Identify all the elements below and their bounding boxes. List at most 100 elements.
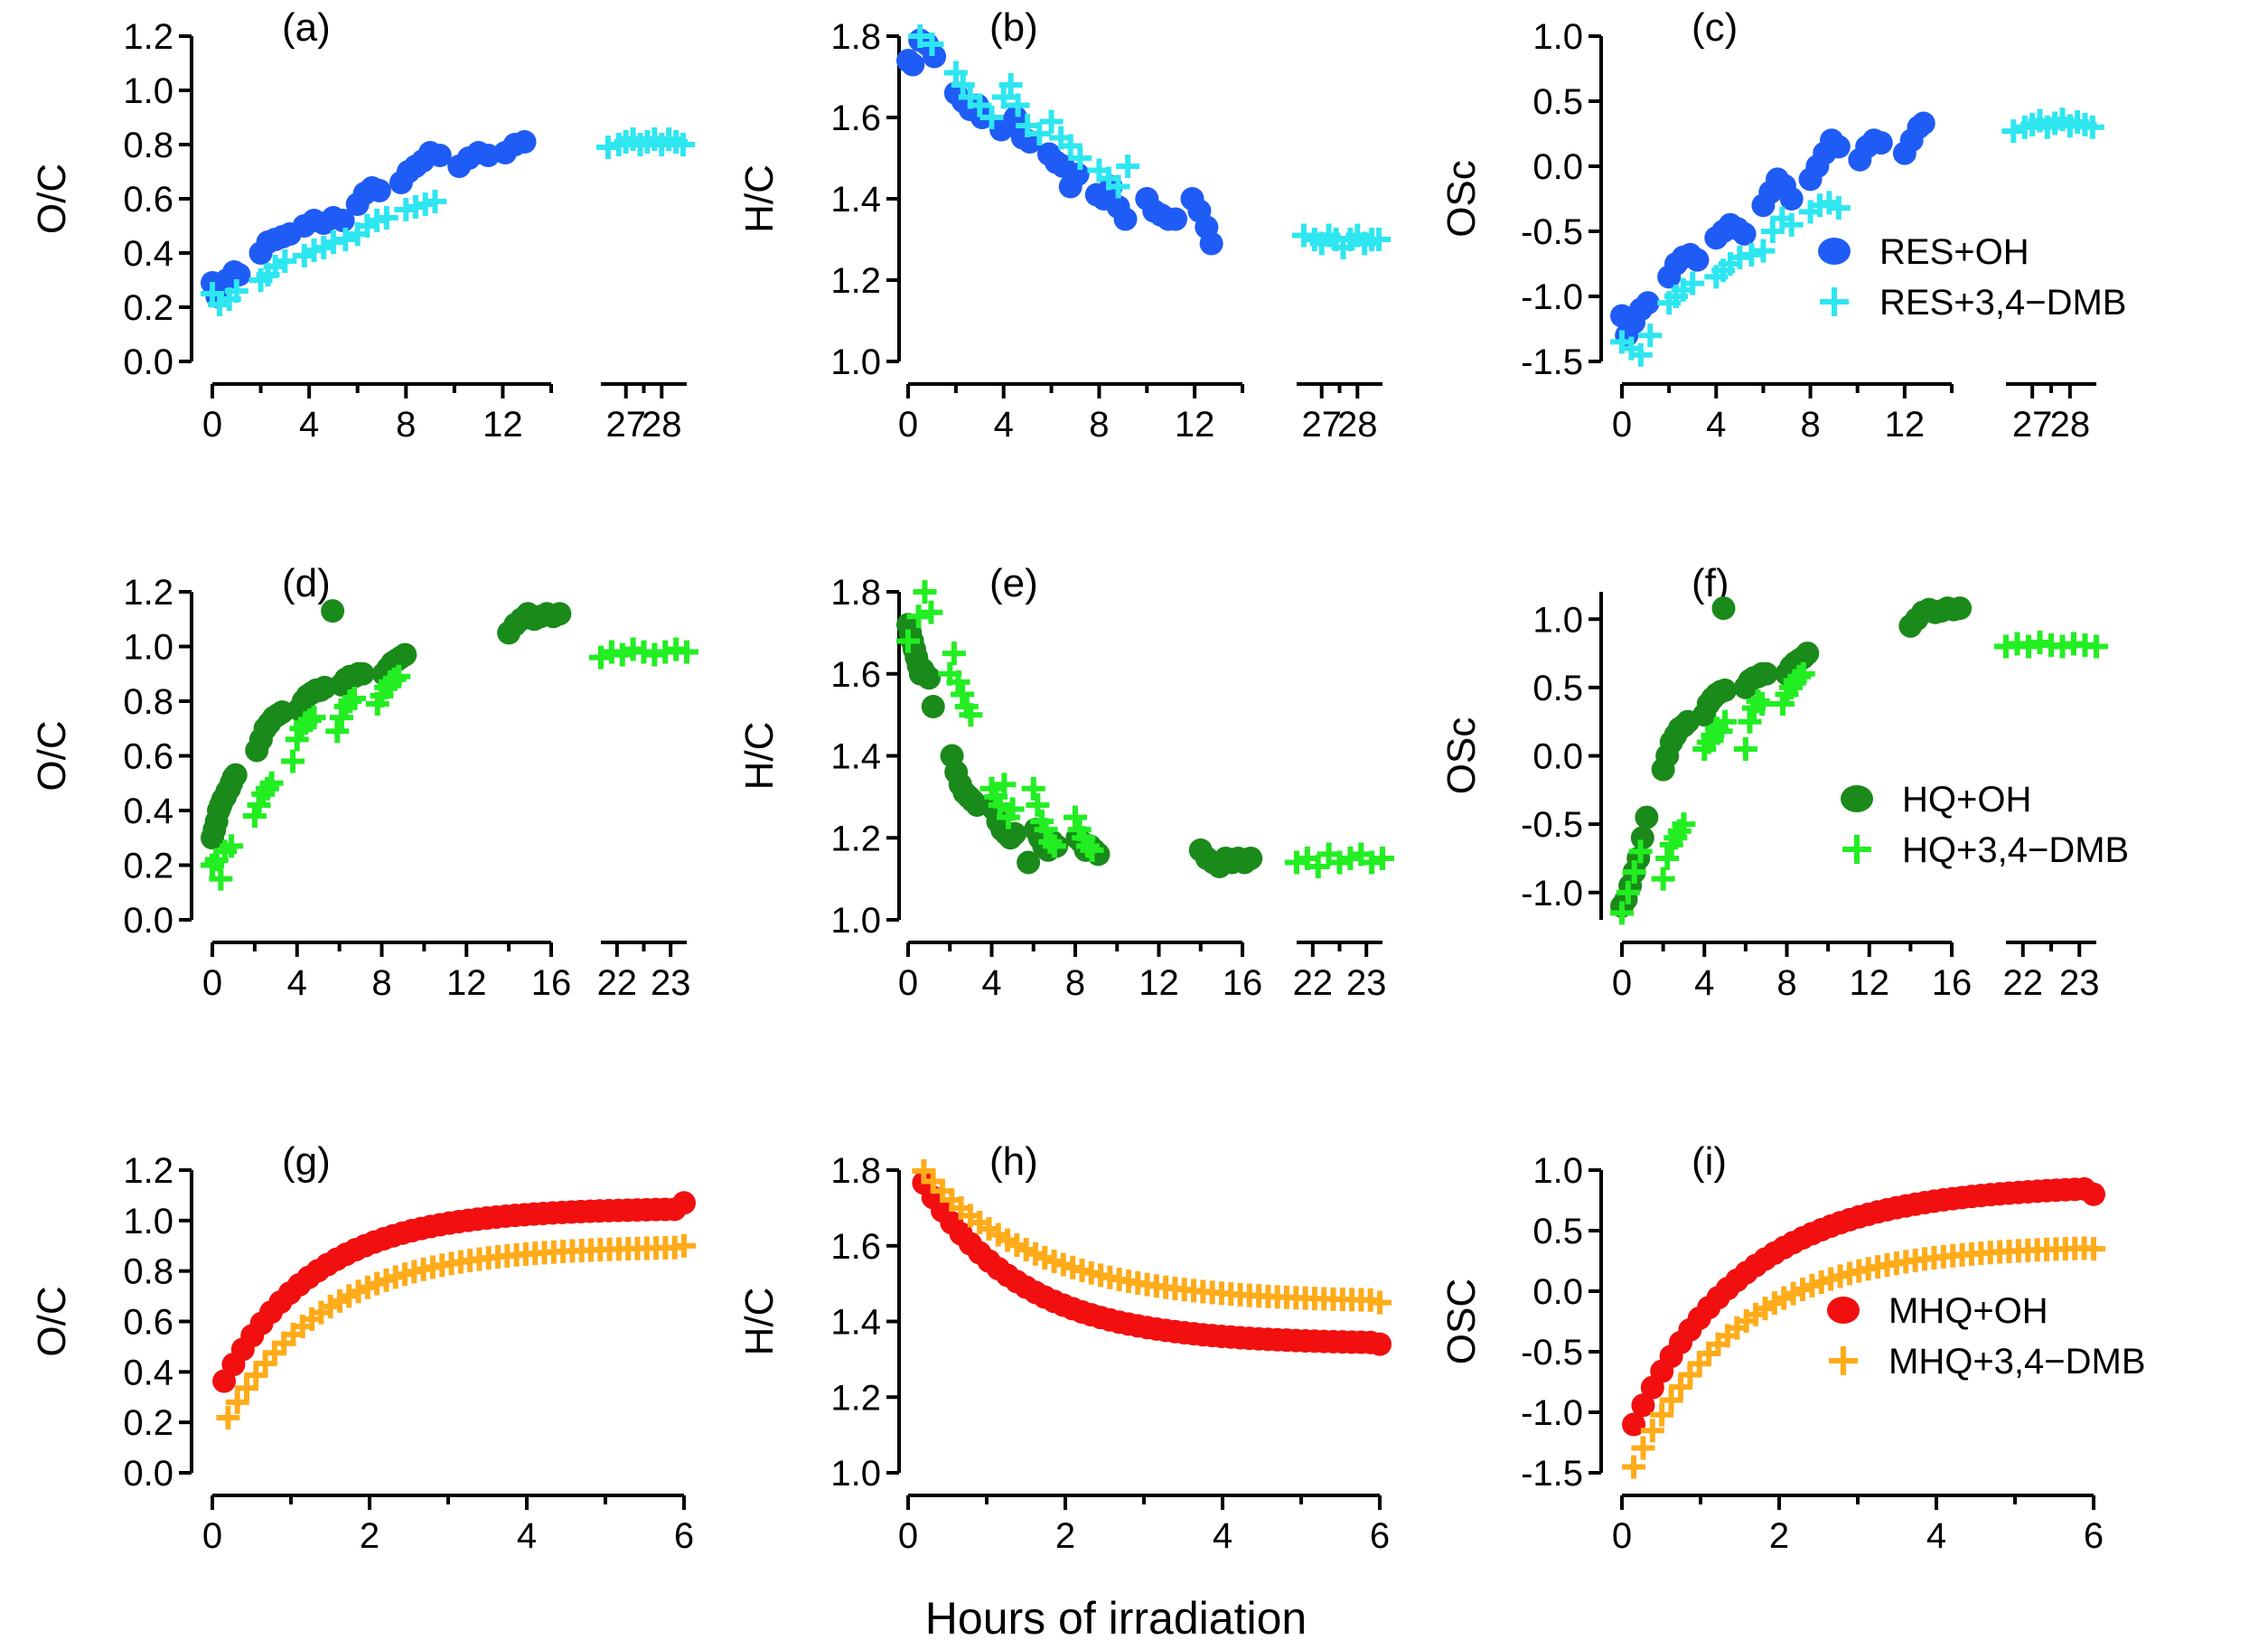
data-point: [1638, 323, 1663, 348]
data-point: [342, 686, 367, 710]
data-point: [2050, 634, 2075, 659]
legend: MHQ+OH MHQ+3,4−DMB: [1827, 1291, 2146, 1382]
data-point: [1116, 155, 1140, 178]
y-tick-label: 0.0: [1532, 147, 1583, 187]
data-point: [297, 708, 322, 733]
y-tick-label: 1.0: [830, 901, 881, 941]
data-point: [1681, 271, 1705, 295]
data-point: [1994, 634, 2018, 659]
series-mhq-oh: [212, 1191, 696, 1393]
y-tick-label: 1.8: [830, 573, 881, 613]
x-tick-label: 4: [981, 963, 1001, 1003]
y-axis-title: OSc: [1439, 160, 1484, 238]
legend: HQ+OH HQ+3,4−DMB: [1841, 780, 2129, 870]
x-tick-label: 0: [898, 405, 918, 445]
data-point: [1711, 596, 1736, 621]
data-point: [338, 689, 362, 713]
data-point: [621, 637, 645, 661]
panel-h: 1.0 1.2 1.4 1.6 1.8 0 2 4 6 H/C (h): [737, 1139, 1392, 1556]
data-point: [1628, 342, 1653, 367]
data-point: [1948, 596, 1973, 621]
x-tick-label: 12: [1885, 405, 1926, 445]
data-point: [224, 279, 248, 303]
data-point: [2017, 634, 2040, 659]
y-tick-label: 0.6: [123, 180, 173, 220]
x-tick-label: 8: [1065, 963, 1085, 1003]
series-hq-oh: [1610, 596, 1973, 918]
data-point: [1622, 1455, 1646, 1479]
data-point: [919, 600, 943, 624]
data-point: [273, 249, 297, 273]
y-tick-label: 1.6: [830, 1227, 881, 1267]
panel-label: (d): [282, 561, 331, 605]
data-point: [1746, 689, 1770, 713]
data-point: [548, 602, 572, 626]
data-point: [946, 670, 970, 694]
y-tick-label: 0.6: [123, 737, 173, 777]
data-point: [1635, 291, 1660, 315]
data-point: [1616, 880, 1640, 904]
x-tick-label: 12: [446, 963, 487, 1003]
data-point: [1668, 1374, 1692, 1399]
x-tick-label: 8: [1800, 405, 1820, 445]
data-point: [664, 637, 689, 661]
x-tick-label: 2: [1769, 1516, 1789, 1556]
data-point: [1713, 678, 1738, 702]
data-point: [901, 52, 925, 77]
y-tick-label: 1.2: [830, 1378, 881, 1418]
legend-label: MHQ+3,4−DMB: [1888, 1342, 2146, 1382]
x-tick-label: 28: [2050, 405, 2091, 445]
data-point: [1640, 1419, 1664, 1443]
y-tick-label: 0.2: [123, 847, 173, 886]
data-point: [671, 133, 696, 156]
legend-label: HQ+OH: [1902, 780, 2031, 820]
y-tick-label: 1.2: [830, 261, 881, 301]
data-point: [1075, 834, 1100, 858]
y-tick-label: 1.0: [1532, 17, 1583, 57]
data-point: [1291, 223, 1316, 248]
data-point: [672, 1191, 696, 1215]
y-tick-label: 1.4: [830, 1303, 881, 1343]
data-point: [1826, 196, 1851, 220]
y-tick-label: 1.8: [830, 17, 881, 57]
data-point: [1650, 1402, 1674, 1427]
data-point: [1042, 834, 1066, 858]
data-point: [1285, 850, 1308, 875]
data-point: [247, 792, 271, 817]
data-point: [2082, 1237, 2105, 1261]
data-point: [1021, 776, 1045, 801]
x-tick-label: 8: [1776, 963, 1796, 1003]
data-point: [423, 190, 447, 213]
x-tick-label: 0: [1612, 963, 1632, 1003]
data-point: [1826, 135, 1851, 159]
series-mhq-3-4-dmb: [1622, 1236, 2105, 1479]
data-point: [2082, 1182, 2105, 1206]
y-axis-title: O/C: [30, 720, 74, 791]
y-tick-label: 0.8: [123, 126, 173, 165]
data-point: [1713, 709, 1738, 734]
data-point: [234, 1376, 258, 1401]
series-hq-oh: [201, 599, 572, 850]
y-axis-title: OSc: [1439, 717, 1484, 795]
data-point: [333, 228, 358, 251]
data-point: [302, 706, 326, 730]
panel-f: -1.0-0.50.00.51.00 4 8 12 16 22 23OSc(f)HQ+OHH…: [1439, 561, 2129, 1003]
x-tick-label: 16: [1932, 963, 1973, 1003]
series-res-3-4-dmb: [908, 24, 1392, 259]
x-tick-label: 22: [1293, 963, 1334, 1003]
x-tick-label: 16: [1223, 963, 1263, 1003]
x-tick-label: 0: [202, 1516, 222, 1556]
data-point: [1080, 838, 1104, 862]
data-point: [387, 664, 411, 689]
data-point: [331, 209, 355, 232]
data-point: [1733, 736, 1757, 761]
data-point: [1750, 692, 1775, 717]
y-tick-label: 0.0: [123, 901, 173, 941]
x-tick-label: 4: [517, 1516, 537, 1556]
y-tick-label: 1.8: [830, 1151, 881, 1191]
data-point: [1368, 1290, 1392, 1315]
x-tick-label: 12: [1175, 405, 1215, 445]
data-point: [917, 666, 942, 690]
y-tick-label: 1.6: [830, 98, 881, 138]
